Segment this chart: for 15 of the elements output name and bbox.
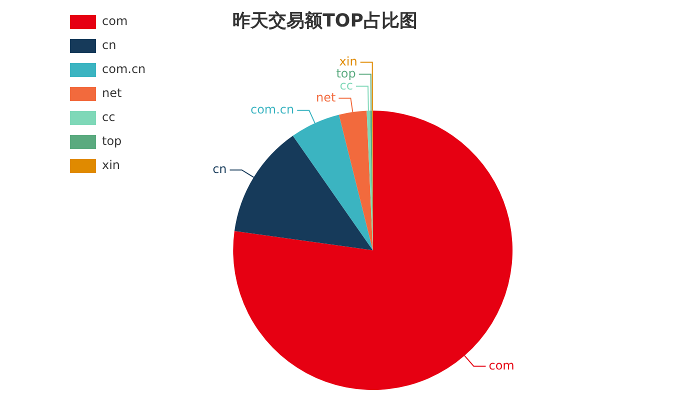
- legend-label: com.cn: [102, 62, 146, 76]
- legend-label: top: [102, 134, 122, 148]
- slice-label: com.cn: [250, 102, 294, 117]
- chart-title: 昨天交易额TOP占比图: [232, 10, 418, 32]
- legend-label: cn: [102, 38, 116, 52]
- slice-label: cc: [340, 78, 353, 92]
- slice-label: xin: [339, 54, 358, 68]
- slice-label: cn: [212, 162, 227, 176]
- legend-label: cc: [102, 110, 116, 124]
- legend-label: com: [102, 14, 128, 28]
- legend-label: xin: [102, 158, 120, 172]
- slice-label: top: [336, 66, 356, 80]
- slice-label: net: [316, 90, 336, 104]
- slice-label: com: [488, 358, 514, 372]
- legend-label: net: [102, 86, 122, 100]
